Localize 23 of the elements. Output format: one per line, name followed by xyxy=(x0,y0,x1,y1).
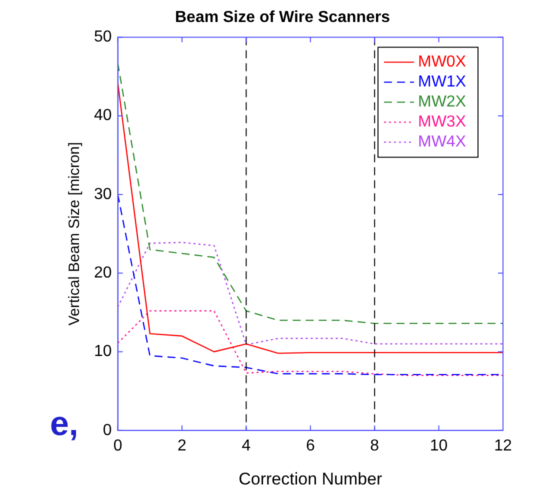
line-series xyxy=(118,310,503,376)
legend-label: MW4X xyxy=(418,134,466,151)
x-tick-label: 10 xyxy=(430,437,448,454)
legend-label: MW2X xyxy=(418,94,466,111)
y-tick-label: 50 xyxy=(94,28,112,46)
legend-label: MW3X xyxy=(418,114,466,131)
y-tick-label: 40 xyxy=(94,107,112,124)
line-series xyxy=(118,242,503,346)
y-tick-label: 30 xyxy=(94,186,112,203)
y-tick-label: 0 xyxy=(102,422,112,439)
x-axis-title: Correction Number xyxy=(238,469,383,488)
x-tick-label: 8 xyxy=(370,437,380,454)
legend-label: MW0X xyxy=(418,54,466,71)
legend-label: MW1X xyxy=(418,74,466,91)
x-tick-label: 4 xyxy=(242,437,251,454)
y-tick-label: 20 xyxy=(94,264,112,282)
text: e, xyxy=(50,405,78,444)
x-tick-label: 12 xyxy=(494,437,512,454)
y-axis-title: Vertical Beam Size [micron] xyxy=(66,142,84,326)
y-tick-label: 10 xyxy=(94,343,112,360)
x-tick-label: 2 xyxy=(178,437,187,454)
x-tick-label: 6 xyxy=(306,437,315,454)
chart-title: Beam Size of Wire Scanners xyxy=(174,9,390,26)
